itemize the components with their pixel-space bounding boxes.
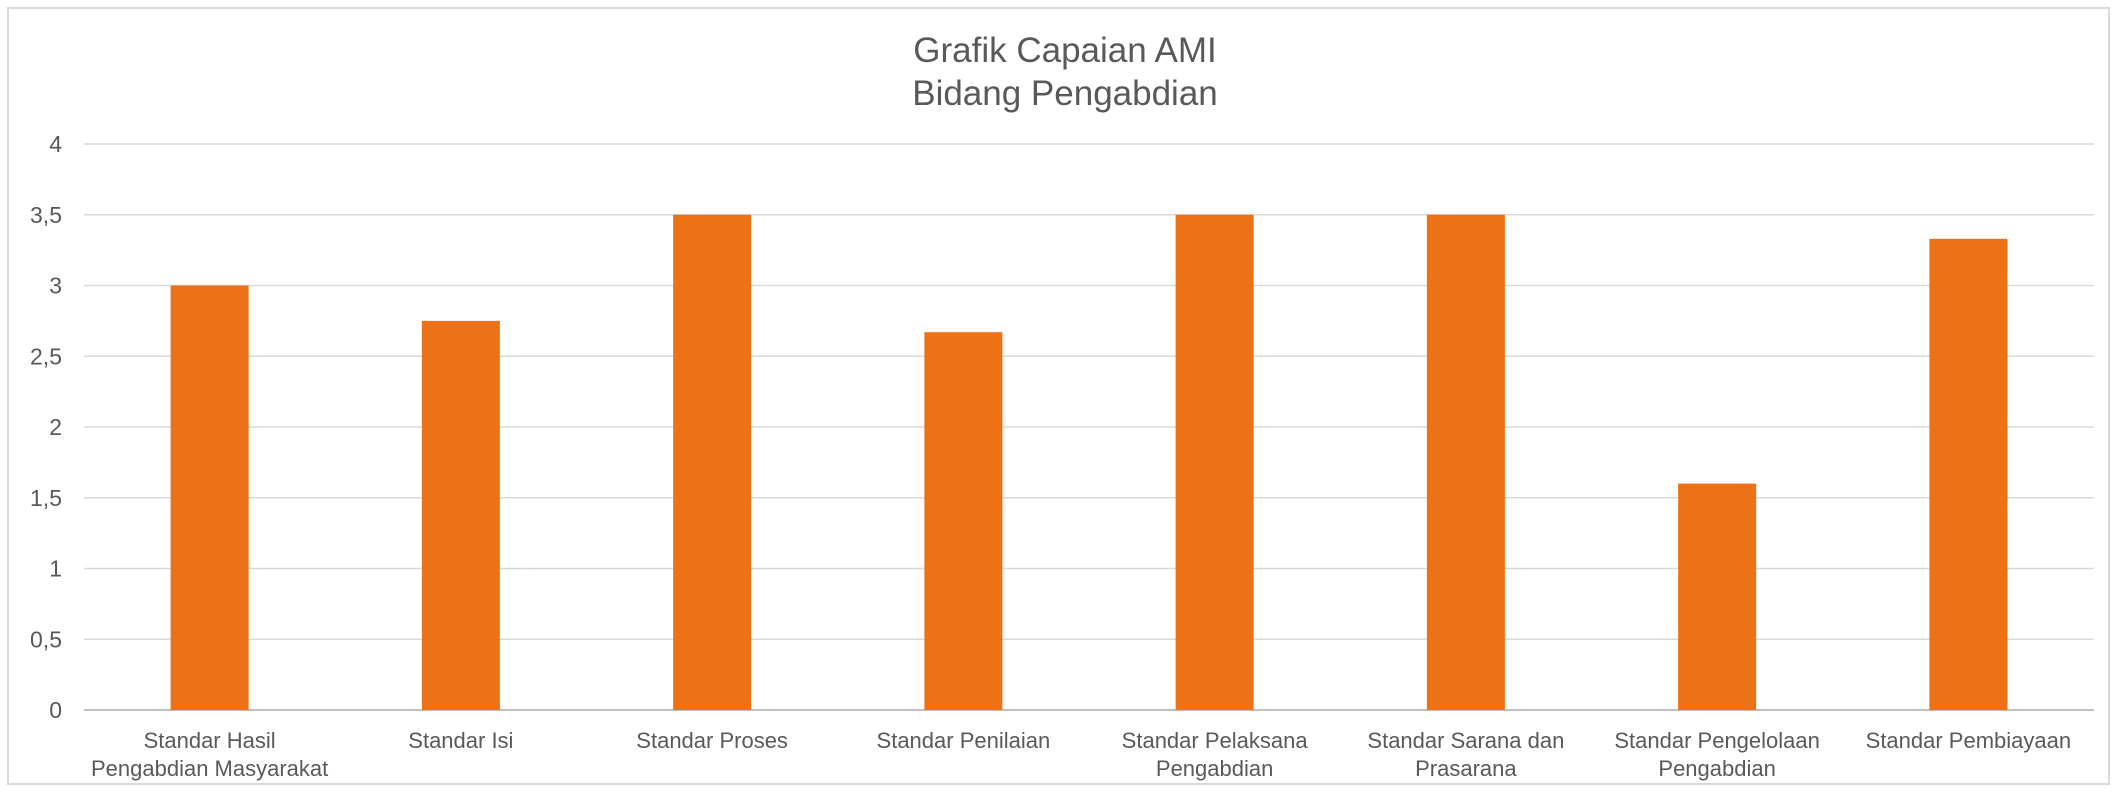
- bar: [1426, 214, 1505, 710]
- x-category-label: Standar Pembiayaan: [1866, 728, 2071, 753]
- bar: [673, 214, 752, 710]
- y-tick-label: 3,5: [30, 202, 62, 228]
- y-tick-label: 4: [49, 131, 62, 157]
- y-tick-label: 3: [49, 273, 62, 299]
- bar: [1678, 483, 1757, 710]
- x-category-label: Standar Sarana dan: [1367, 728, 1564, 753]
- x-category-label: Prasarana: [1415, 756, 1517, 781]
- x-axis: Standar Hasil Pengabdian Masyarakat Standa…: [91, 728, 2071, 781]
- bars: [170, 214, 2008, 710]
- gridlines: [84, 143, 2094, 711]
- chart-title-line-2: Bidang Pengabdian: [912, 74, 1218, 113]
- x-category-label: Pengabdian: [1658, 756, 1775, 781]
- bar: [1175, 214, 1254, 710]
- x-category-label: Standar Isi: [408, 728, 513, 753]
- x-category-label: Pengabdian: [1156, 756, 1273, 781]
- x-category-label: Standar Pelaksana: [1122, 728, 1309, 753]
- bar: [1929, 238, 2008, 710]
- y-tick-label: 1,5: [30, 485, 62, 511]
- chart-title: Grafik Capaian AMI Bidang Pengabdian: [912, 31, 1218, 113]
- chart-frame: [7, 7, 2110, 785]
- x-category-label: Standar Penilaian: [877, 728, 1051, 753]
- bar: [421, 320, 500, 710]
- bar: [924, 332, 1003, 710]
- chart-title-line-1: Grafik Capaian AMI: [913, 31, 1216, 70]
- y-tick-label: 2,5: [30, 343, 62, 369]
- x-category-label: Standar Proses: [636, 728, 788, 753]
- x-category-label: Standar Pengelolaan: [1614, 728, 1820, 753]
- y-tick-label: 1: [49, 556, 62, 582]
- bar: [170, 285, 249, 710]
- x-category-label: Standar Hasil: [144, 728, 276, 753]
- y-tick-label: 0: [49, 697, 62, 723]
- y-tick-label: 0,5: [30, 626, 62, 652]
- y-tick-label: 2: [49, 414, 62, 440]
- y-axis: 0 0,5 1 1,5 2 2,5 3 3,5 4: [30, 131, 62, 723]
- x-category-label: Pengabdian Masyarakat: [91, 756, 328, 781]
